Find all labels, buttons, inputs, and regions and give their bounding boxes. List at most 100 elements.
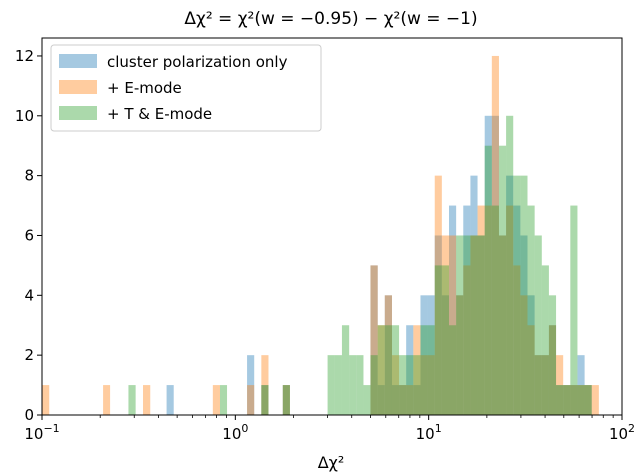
histogram-bar: [356, 355, 364, 415]
histogram-bar: [584, 385, 592, 415]
histogram-bar: [341, 325, 350, 415]
histogram-bar: [406, 385, 414, 415]
histogram-bar: [513, 265, 521, 415]
x-tick-label: 100: [222, 422, 248, 443]
histogram-bar: [247, 355, 255, 415]
y-tick-label: 6: [24, 226, 34, 244]
histogram-bar: [520, 235, 528, 415]
histogram-bar: [449, 325, 457, 415]
histogram-bar: [506, 205, 514, 415]
histogram-bar: [103, 385, 111, 415]
histogram-bar: [527, 325, 535, 415]
histogram-bar: [506, 115, 514, 415]
histogram-bar: [247, 385, 255, 415]
histogram-bar: [434, 175, 442, 415]
histogram-bar: [282, 385, 290, 415]
y-tick-label: 10: [15, 107, 34, 125]
histogram-bar: [384, 295, 392, 415]
histogram-bar: [370, 265, 378, 415]
histogram-bar: [563, 385, 571, 415]
histogram-bar: [166, 385, 174, 415]
histogram-bar: [570, 385, 578, 415]
histogram-bar: [377, 325, 385, 415]
histogram-bar: [591, 385, 599, 415]
histogram-bar: [556, 385, 564, 415]
histogram-bar: [570, 205, 578, 415]
histogram-bar: [219, 385, 228, 415]
histogram-bar: [413, 355, 421, 415]
histogram-bar: [563, 385, 571, 415]
histogram-bar: [506, 175, 514, 415]
histogram-bar: [570, 385, 578, 415]
histogram-bar: [556, 355, 564, 415]
histogram-bar: [484, 145, 492, 415]
histogram-bar: [470, 235, 478, 415]
histogram-bar: [548, 325, 557, 415]
legend-swatch: [59, 54, 97, 68]
histogram-bar: [556, 385, 564, 415]
histogram-bar: [427, 295, 435, 415]
histogram-bar: [484, 115, 492, 415]
histogram-bar: [548, 325, 557, 415]
histogram-bar: [427, 355, 435, 415]
y-tick-label: 2: [24, 346, 34, 364]
histogram-bar: [520, 295, 528, 415]
histogram-bar: [449, 205, 457, 415]
x-tick-label: 102: [609, 422, 635, 443]
histogram-bar: [441, 235, 449, 415]
histogram-bar: [399, 355, 407, 415]
histogram-bar: [491, 115, 499, 415]
histogram-bar: [391, 385, 400, 415]
histogram-bar: [377, 325, 385, 415]
histogram-bar: [463, 235, 471, 415]
legend-entry-label: + T & E-mode: [107, 105, 212, 123]
plot-area: [42, 55, 599, 415]
histogram-bar: [577, 355, 585, 415]
histogram-bar: [577, 385, 585, 415]
histogram-bar: [513, 205, 521, 415]
histogram-bar: [563, 385, 571, 415]
histogram-bar: [470, 175, 478, 415]
histogram-bar: [534, 355, 542, 415]
y-tick-label: 8: [24, 167, 34, 185]
histogram-bar: [456, 235, 464, 415]
legend: cluster polarization only + E-mode + T & E…: [50, 44, 322, 132]
histogram-bar: [420, 355, 428, 415]
y-tick-label: 0: [24, 406, 34, 424]
legend-swatch: [59, 80, 97, 94]
histogram-bar: [384, 325, 392, 415]
histogram-bar: [434, 265, 442, 415]
histogram-bar: [282, 385, 290, 415]
histogram-bar: [584, 385, 592, 415]
histogram-bar: [541, 265, 549, 415]
legend-entry-label: + E-mode: [107, 79, 182, 97]
histogram-bar: [584, 385, 592, 415]
histogram-bar: [477, 205, 485, 415]
histogram-bar: [520, 175, 528, 415]
legend-box: [50, 44, 322, 132]
x-tick-label: 10−1: [24, 422, 59, 443]
histogram-bar: [413, 385, 421, 415]
histogram-bar: [212, 385, 220, 415]
histogram-bar: [413, 325, 421, 415]
x-tick-label: 101: [416, 422, 442, 443]
axes: 0 2 4 6 8 10 12 10−1 100 101 102: [15, 37, 635, 443]
histogram-bar: [406, 355, 414, 415]
histogram-bar: [484, 205, 492, 415]
histogram-bar: [513, 175, 521, 415]
histogram-bar: [399, 385, 407, 415]
histogram-bar: [441, 295, 449, 415]
histogram-bar: [477, 235, 485, 415]
histogram-bar: [456, 295, 464, 415]
histogram-bar: [42, 385, 50, 415]
histogram-bar: [363, 385, 371, 415]
histogram-bar: [434, 235, 442, 415]
histogram-bar: [534, 355, 542, 415]
legend-entry-label: cluster polarization only: [107, 53, 288, 71]
histogram-bar: [498, 145, 507, 415]
histogram-bar: [384, 295, 392, 415]
histogram-bar: [541, 355, 549, 415]
histogram-bar: [128, 385, 136, 415]
histogram-bar: [261, 385, 269, 415]
x-axis-label: Δχ²: [318, 453, 345, 472]
